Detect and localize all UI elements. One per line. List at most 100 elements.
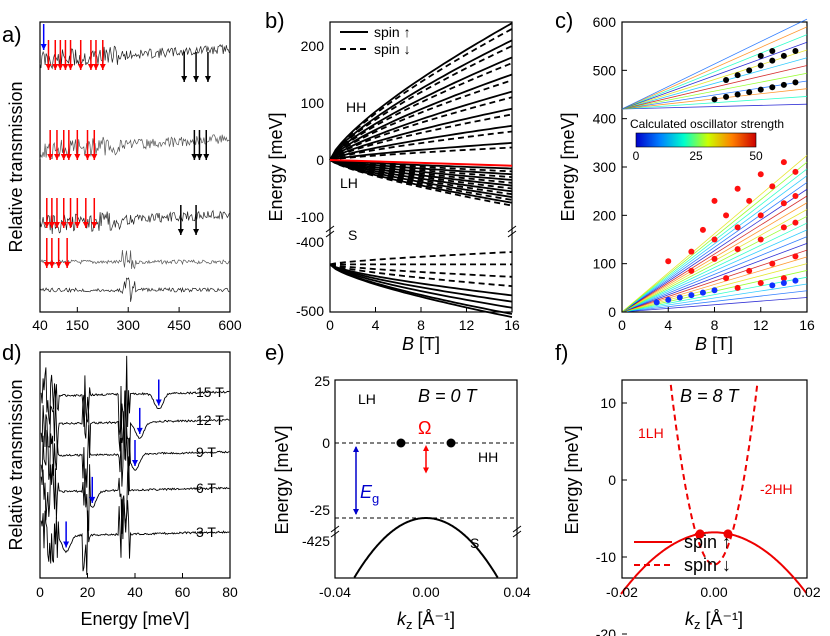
axis-break-e2 xyxy=(330,530,340,538)
arrows-a xyxy=(40,24,211,268)
transition-line-upper xyxy=(621,96,808,110)
data-point-red xyxy=(734,246,741,253)
data-point-red xyxy=(699,226,706,233)
x-axis-label-e: kz [Å⁻¹] xyxy=(397,609,455,632)
arrow-head xyxy=(203,154,210,160)
x-axis-label-d: Energy [meV] xyxy=(80,609,189,629)
s-curve-spin-up xyxy=(329,263,513,297)
y-tick-label: 0 xyxy=(608,304,616,320)
data-point-blue xyxy=(792,277,799,284)
y-tick-label: 10 xyxy=(600,395,616,411)
dip-arrow-head xyxy=(132,460,138,466)
axis-break-e4 xyxy=(512,530,522,538)
data-point-black xyxy=(792,79,799,86)
crossing-point-f xyxy=(695,529,705,539)
band-label-2hh-f: -2HH xyxy=(760,481,793,497)
x-tick-label: 40 xyxy=(32,317,48,333)
data-point-blue xyxy=(711,287,718,294)
arrow-head xyxy=(193,229,200,235)
arrow-head xyxy=(181,76,188,82)
transmission-trace xyxy=(40,456,230,534)
arrow-head xyxy=(53,154,60,160)
hh-curve-spin-down xyxy=(329,28,513,161)
x-ticks-b: 0 4 8 12 16 xyxy=(326,307,520,333)
data-point-black xyxy=(746,89,753,96)
transition-line xyxy=(621,195,808,313)
arrow-head xyxy=(82,222,89,228)
hh-curve-spin-up xyxy=(329,39,513,161)
transition-line-upper xyxy=(621,80,808,110)
data-point-black xyxy=(769,84,776,91)
lh-curve-spin-down xyxy=(329,159,513,178)
x-axis-label-b: B [T] xyxy=(402,334,440,354)
eg-label-e: Eg xyxy=(360,482,379,506)
y-tick-label: 500 xyxy=(593,62,617,78)
s-curve-spin-up xyxy=(329,263,513,303)
crossing-point-f xyxy=(723,529,733,539)
dip-arrow-head xyxy=(136,427,143,434)
x-tick-f-1: -0.02 xyxy=(606,584,638,600)
panel-title-e: B = 0 T xyxy=(418,386,479,406)
red-line-b xyxy=(329,159,513,167)
colorbar-tick-50: 50 xyxy=(749,149,763,163)
arrow-head xyxy=(40,44,47,50)
y-axis-label-f: Energy [meV] xyxy=(562,425,582,534)
arrow-head xyxy=(53,222,60,228)
hh-curve-spin-up xyxy=(329,124,513,161)
arrow-head xyxy=(74,222,81,228)
x-tick-label: 4 xyxy=(664,317,672,333)
legend-text-spin-down-b: spin ↓ xyxy=(374,41,411,57)
data-point-red xyxy=(792,219,799,226)
bands-f xyxy=(620,384,808,595)
transition-line xyxy=(621,229,808,313)
arrow-head xyxy=(57,64,64,70)
curves-b xyxy=(329,22,513,318)
band-label-lh-b: LH xyxy=(340,175,358,191)
arrow-head xyxy=(99,64,106,70)
arrow-head xyxy=(196,154,203,160)
data-points-c xyxy=(653,48,799,306)
transition-line-upper xyxy=(621,26,808,110)
band-label-lh-e: LH xyxy=(358,391,376,407)
transmission-trace xyxy=(40,498,230,576)
panel-e: e) B = 0 T Energy [meV] 25 0 -25 -425 -0… xyxy=(265,340,531,632)
y-tick-label: 400 xyxy=(593,111,617,127)
x-tick-label: 40 xyxy=(127,584,143,600)
arrow-head xyxy=(67,64,74,70)
arrow-head xyxy=(204,76,211,82)
y-tick-b-neg100: -100 xyxy=(296,209,324,225)
y-tick-label: 100 xyxy=(593,256,617,272)
x-tick-label: 0 xyxy=(326,317,334,333)
data-point-black xyxy=(780,52,787,59)
x-tick-e-2: 0.00 xyxy=(412,584,439,600)
data-point-red xyxy=(711,255,718,262)
transition-line xyxy=(621,283,808,313)
y-tick-e-25: 25 xyxy=(314,373,330,389)
omega-arrowhead-bottom xyxy=(423,467,429,474)
x-tick-label: 60 xyxy=(175,584,191,600)
data-point-black xyxy=(723,93,730,100)
data-point-black xyxy=(780,81,787,88)
data-point-black xyxy=(769,57,776,64)
x-tick-label: 16 xyxy=(799,317,815,333)
x-tick-label: 12 xyxy=(753,317,769,333)
y-ticks-f: 10 0 -10 -20 xyxy=(596,395,627,636)
plot-frame-f xyxy=(621,379,808,579)
x-ticks-d: 0 20 40 60 80 xyxy=(36,573,238,600)
colorbar-title-c: Calculated oscillator strength xyxy=(630,117,784,131)
transition-line xyxy=(621,297,808,313)
data-point-red xyxy=(780,200,787,207)
lh-curve-spin-down xyxy=(329,159,513,184)
hh-curve-spin-up xyxy=(329,107,513,161)
field-label: 6 T xyxy=(196,480,216,496)
crossing-point-e xyxy=(396,438,406,448)
hh-curve-spin-up xyxy=(329,73,513,161)
hh-curve-spin-up xyxy=(329,90,513,161)
band-label-hh-e: HH xyxy=(478,449,498,465)
s-curve-spin-down xyxy=(329,263,513,287)
data-point-red xyxy=(792,193,799,199)
axis-break-right-b xyxy=(507,225,517,233)
data-point-black xyxy=(769,48,776,54)
arrow-head xyxy=(47,154,54,160)
panel-label-e: e) xyxy=(265,340,285,365)
